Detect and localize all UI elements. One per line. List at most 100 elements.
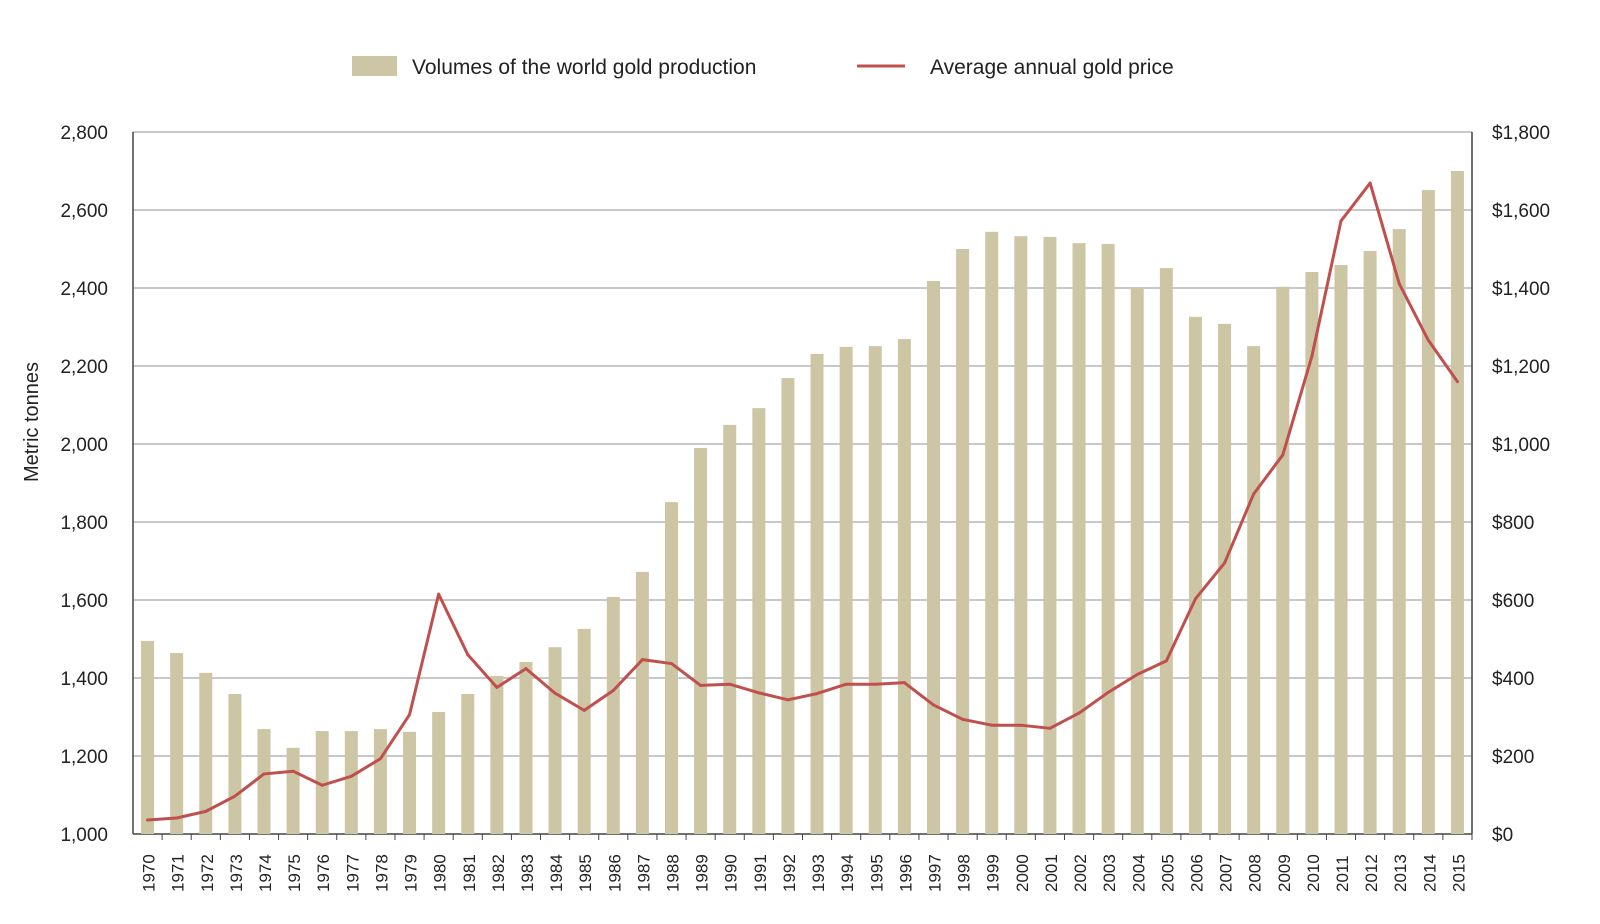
price-point-1977 [349,774,353,778]
price-point-1982 [495,685,499,689]
x-tick-label: 1992 [780,854,799,892]
price-point-1991 [757,691,761,695]
bar-1983 [519,662,533,834]
bar-1980 [432,711,446,834]
x-tick-label: 1973 [227,854,246,892]
x-tick-label: 2011 [1333,855,1352,892]
y-tick-label: 2,600 [60,201,108,222]
y2-tick-label: $1,000 [1492,435,1550,456]
y2-tick-label: $400 [1492,669,1534,690]
price-point-2010 [1310,354,1314,358]
x-tick-label: 1980 [431,854,450,892]
price-point-1995 [873,682,877,686]
y2-tick-label: $1,400 [1492,279,1550,300]
bar-1993 [810,353,824,834]
x-tick-label: 1993 [809,854,828,892]
legend-swatch-production [352,56,397,76]
price-point-1988 [670,662,674,666]
legend-label-production: Volumes of the world gold production [412,56,756,79]
bar-2002 [1072,243,1086,834]
price-point-1978 [378,757,382,761]
price-point-1973 [233,794,237,798]
bar-1991 [752,408,766,834]
x-tick-label: 2013 [1391,854,1410,892]
bar-1986 [606,596,620,834]
price-point-1993 [815,692,819,696]
price-point-1985 [582,708,586,712]
price-point-2012 [1368,181,1372,185]
bar-1988 [665,502,679,834]
price-point-1972 [204,809,208,813]
bar-2006 [1188,316,1202,834]
bar-2001 [1043,236,1057,834]
x-tick-label: 1983 [518,854,537,892]
price-point-2004 [1135,672,1139,676]
bar-2010 [1305,272,1319,834]
bar-2005 [1159,268,1173,834]
y2-tick-label: $800 [1492,513,1534,534]
bar-2000 [1014,236,1028,834]
bar-1979 [403,731,417,834]
x-tick-label: 2010 [1304,854,1323,892]
bar-1974 [257,729,271,834]
bar-1981 [461,693,475,834]
x-tick-label: 1996 [896,854,915,892]
price-line [147,181,1459,822]
x-tick-label: 2006 [1187,854,1206,892]
x-tick-label: 1981 [460,854,479,892]
y2-tick-label: $200 [1492,747,1534,768]
y-tick-label: 1,200 [60,747,108,768]
legend: Volumes of the world gold production Ave… [352,56,1174,79]
price-point-1986 [611,688,615,692]
x-tick-label: 1985 [576,854,595,892]
legend-label-price: Average annual gold price [930,56,1174,79]
price-point-1970 [146,818,150,822]
x-tick-label: 2004 [1129,854,1148,892]
bar-1982 [490,676,504,834]
y-tick-label: 1,000 [60,825,108,846]
x-tick-label: 1976 [314,854,333,892]
bar-1999 [985,231,999,835]
price-point-1990 [728,682,732,686]
price-point-2005 [1164,659,1168,663]
x-tick-label: 1978 [372,854,391,892]
bar-2011 [1334,264,1348,834]
price-point-1984 [553,691,557,695]
x-tick-label: 1989 [693,854,712,892]
price-point-1999 [990,723,994,727]
x-tick-label: 2009 [1275,854,1294,892]
price-point-1998 [961,717,965,721]
bar-2009 [1276,286,1290,835]
price-point-1992 [786,698,790,702]
bar-1970 [141,640,155,834]
x-tick-label: 1971 [169,854,188,892]
y2-tick-label: $600 [1492,591,1534,612]
price-point-2014 [1426,338,1430,342]
x-tick-label: 1995 [867,854,886,892]
x-tick-label: 1986 [605,854,624,892]
price-point-2015 [1455,380,1459,384]
price-point-1979 [408,713,412,717]
x-tick-label: 2000 [1013,854,1032,892]
price-point-1994 [844,682,848,686]
x-tick-label: 2005 [1158,854,1177,892]
y-tick-label: 2,800 [60,123,108,144]
bar-2015 [1450,171,1464,834]
price-point-1975 [291,769,295,773]
bar-1985 [577,628,591,834]
price-point-2008 [1252,492,1256,496]
bar-1972 [199,672,213,834]
bar-1971 [170,653,184,834]
bar-2008 [1247,346,1261,834]
y-tick-label: 2,200 [60,357,108,378]
x-tick-label: 1999 [984,854,1003,892]
x-tick-label: 2007 [1217,854,1236,892]
y2-tick-label: $0 [1492,825,1513,846]
x-tick-label: 2003 [1100,854,1119,892]
x-tick-label: 2008 [1246,854,1265,892]
bar-1994 [839,346,853,834]
price-point-1987 [640,658,644,662]
price-point-2003 [1106,690,1110,694]
x-tick-label: 1972 [198,854,217,892]
